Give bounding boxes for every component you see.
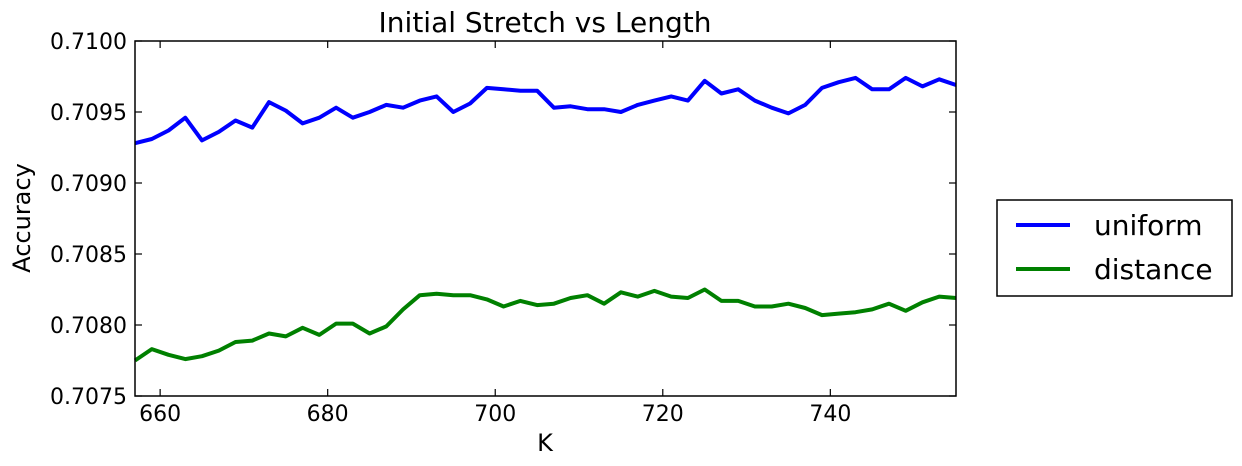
y-axis: 0.7075 0.7080 0.7085 0.7090 0.7095 0.7100 — [50, 30, 956, 410]
plot-series — [133, 75, 957, 363]
y-tick-label: 0.7100 — [50, 30, 127, 55]
legend-label-distance: distance — [1094, 253, 1213, 286]
legend-label-uniform: uniform — [1094, 209, 1203, 242]
x-tick-label: 680 — [307, 402, 349, 427]
x-tick-label: 660 — [139, 402, 181, 427]
y-tick-label: 0.7095 — [50, 101, 127, 126]
x-axis-label: K — [537, 429, 554, 457]
y-tick-label: 0.7085 — [50, 243, 127, 268]
chart-title: Initial Stretch vs Length — [379, 6, 712, 39]
x-tick-label: 700 — [474, 402, 516, 427]
legend: uniform distance — [996, 199, 1233, 297]
y-tick-label: 0.7075 — [50, 385, 127, 410]
y-tick-label: 0.7080 — [50, 314, 127, 339]
x-axis: 660 680 700 720 740 — [139, 41, 851, 427]
x-tick-label: 720 — [642, 402, 684, 427]
series-line-uniform — [134, 75, 957, 146]
y-tick-label: 0.7090 — [50, 172, 127, 197]
x-tick-label: 740 — [809, 402, 851, 427]
y-axis-label: Accuracy — [8, 163, 36, 273]
legend-frame — [996, 199, 1233, 297]
plot-frame — [134, 40, 957, 397]
series-line-distance — [133, 287, 957, 363]
